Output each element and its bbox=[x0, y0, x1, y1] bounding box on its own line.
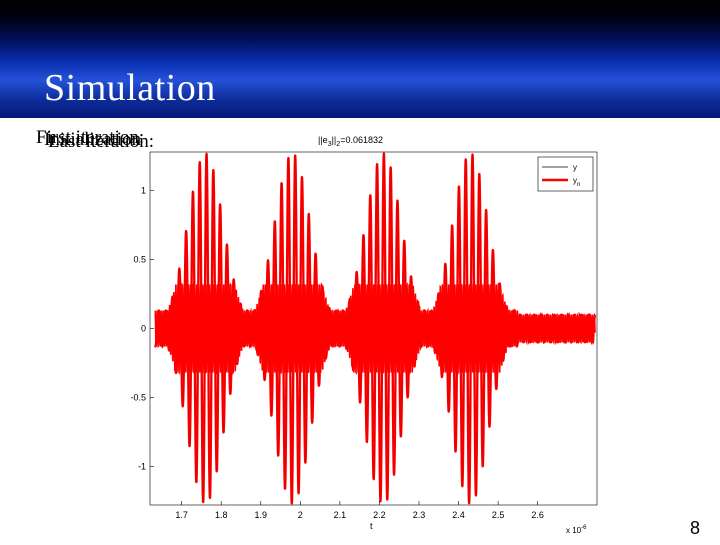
y-tick-label: -0.5 bbox=[130, 392, 146, 402]
x-exponent-power: -6 bbox=[581, 525, 587, 531]
chart-title-part: ||e bbox=[318, 135, 328, 145]
x-tick-label: 2.5 bbox=[492, 510, 505, 520]
legend-label-yn: yn bbox=[573, 176, 580, 188]
y-tick-label: 0 bbox=[141, 324, 146, 334]
x-tick-label: 1.7 bbox=[175, 510, 188, 520]
legend: yyn bbox=[537, 156, 594, 192]
y-tick-label: 0.5 bbox=[133, 255, 146, 265]
axis-layer: 1.7 1.8 1.9 2 2.1 2.2 2.3 2.4 2.5 2.6 1 0.5 0 -0.5 -1 bbox=[130, 186, 543, 520]
legend-label-main: y bbox=[573, 176, 577, 185]
series-yn-core bbox=[154, 282, 596, 376]
caption-first-iteration: First iteration: bbox=[36, 127, 145, 148]
x-axis-exponent: x 10-6 bbox=[566, 525, 587, 535]
x-tick-label: 2.6 bbox=[531, 510, 544, 520]
x-exponent-base: x 10 bbox=[566, 526, 582, 535]
chart-title-part: || bbox=[332, 135, 337, 145]
caption-last-iteration: Last iteration: bbox=[48, 131, 155, 152]
chart-title: ||e3||2=0.061832 bbox=[318, 135, 383, 148]
x-tick-label: 2.2 bbox=[373, 510, 386, 520]
x-tick-label: 2.3 bbox=[413, 510, 426, 520]
y-tick-label: 1 bbox=[141, 186, 146, 196]
legend-label-y: y bbox=[573, 163, 577, 172]
x-tick-label: 1.8 bbox=[215, 510, 228, 520]
x-axis-label: t bbox=[370, 521, 373, 531]
legend-label-main: y bbox=[573, 163, 577, 172]
x-tick-label: 1.9 bbox=[255, 510, 268, 520]
chart-title-part: =0.061832 bbox=[340, 135, 383, 145]
title-banner bbox=[0, 0, 720, 118]
chart-title-part: 3 bbox=[328, 141, 332, 148]
x-tick-label: 2.1 bbox=[334, 510, 347, 520]
signal-layer bbox=[154, 152, 597, 505]
chart-title-part: 2 bbox=[336, 141, 340, 148]
slide-title: Simulation bbox=[44, 67, 216, 109]
overlapping-caption: First iteration: Initialization Last ite… bbox=[36, 127, 236, 163]
x-tick-label: 2 bbox=[298, 510, 303, 520]
legend-box bbox=[537, 156, 594, 192]
page-number: 8 bbox=[690, 518, 701, 538]
y-tick-label: -1 bbox=[138, 461, 146, 471]
x-tick-label: 2.4 bbox=[452, 510, 465, 520]
caption-initialization: Initialization bbox=[44, 129, 142, 150]
legend-label-sub: n bbox=[577, 182, 580, 188]
